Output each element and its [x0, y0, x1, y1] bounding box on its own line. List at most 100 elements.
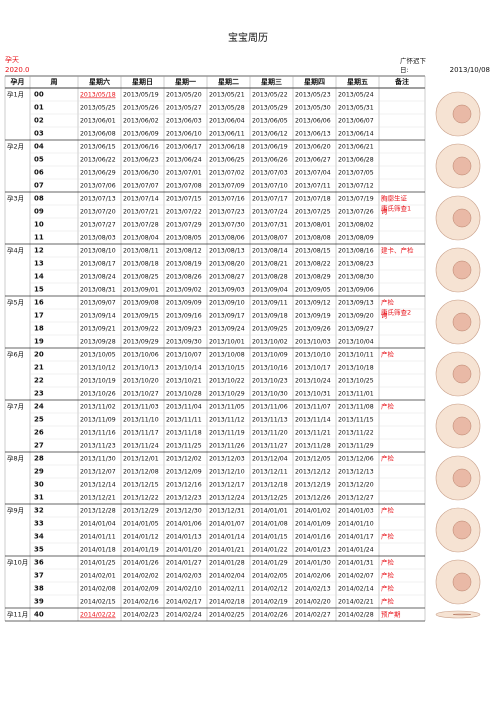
- note: 胸廓生证: [381, 194, 408, 203]
- note: 产检: [381, 584, 395, 593]
- date-cell: 2014/02/22: [80, 612, 116, 619]
- date-cell: 2013/07/23: [209, 209, 245, 216]
- date-cell: 2013/10/16: [252, 365, 288, 372]
- date-cell: 2014/02/27: [295, 612, 331, 619]
- week-number: 11: [34, 234, 44, 242]
- date-cell: 2013/12/01: [123, 456, 159, 463]
- week-number: 26: [34, 429, 44, 437]
- date-cell: 2013/08/09: [338, 235, 374, 242]
- date-cell: 2014/02/19: [252, 599, 288, 606]
- date-cell: 2014/01/02: [295, 508, 331, 515]
- date-cell: 2013/10/14: [166, 365, 202, 372]
- illustration: [452, 572, 472, 592]
- date-cell: 2013/06/03: [166, 118, 202, 125]
- date-cell: 2014/01/17: [338, 534, 374, 541]
- top-date: 2013/10/08: [450, 66, 490, 74]
- date-cell: 2013/06/04: [209, 118, 245, 125]
- date-cell: 2014/01/12: [123, 534, 159, 541]
- date-cell: 2013/11/15: [338, 417, 374, 424]
- date-cell: 2014/02/13: [295, 586, 331, 593]
- date-cell: 2013/12/06: [338, 456, 374, 463]
- top-left-value: 2020.0: [5, 66, 30, 74]
- date-cell: 2013/05/31: [338, 105, 374, 112]
- date-cell: 2013/09/14: [80, 313, 116, 320]
- date-cell: 2013/06/27: [295, 157, 331, 164]
- date-cell: 2013/12/03: [209, 456, 245, 463]
- date-cell: 2013/12/23: [166, 495, 202, 502]
- date-cell: 2013/12/18: [252, 482, 288, 489]
- date-cell: 2013/10/05: [80, 352, 116, 359]
- week-number: 14: [34, 273, 44, 281]
- date-cell: 2013/12/28: [80, 508, 116, 515]
- date-cell: 2013/06/23: [123, 157, 159, 164]
- date-cell: 2013/05/27: [166, 105, 202, 112]
- date-cell: 2013/05/19: [123, 92, 159, 99]
- date-cell: 2013/10/13: [123, 365, 159, 372]
- week-number: 09: [34, 208, 44, 216]
- date-cell: 2014/02/06: [295, 573, 331, 580]
- date-cell: 2013/10/31: [295, 391, 331, 398]
- date-cell: 2014/02/03: [166, 573, 202, 580]
- illustration: [452, 208, 472, 228]
- header-cell: 备注: [394, 77, 409, 86]
- date-cell: 2014/01/11: [80, 534, 116, 541]
- title: 宝宝周历: [228, 31, 268, 44]
- date-cell: 2013/09/01: [123, 287, 159, 294]
- date-cell: 2013/06/29: [80, 170, 116, 177]
- week-number: 28: [34, 455, 44, 463]
- date-cell: 2013/10/01: [209, 339, 245, 346]
- month-label: 孕7月: [7, 403, 24, 411]
- date-cell: 2013/06/02: [123, 118, 159, 125]
- date-cell: 2013/07/16: [209, 196, 245, 203]
- week-number: 04: [34, 143, 44, 151]
- date-cell: 2013/06/18: [209, 144, 245, 151]
- date-cell: 2013/12/05: [295, 456, 331, 463]
- week-number: 06: [34, 169, 44, 177]
- date-cell: 2014/01/16: [295, 534, 331, 541]
- month-label: 孕11月: [7, 611, 28, 619]
- date-cell: 2013/12/25: [252, 495, 288, 502]
- date-cell: 2013/12/02: [166, 456, 202, 463]
- date-cell: 2013/08/05: [166, 235, 202, 242]
- header-cell: 星期二: [218, 77, 239, 86]
- date-cell: 2013/07/06: [80, 183, 116, 190]
- date-cell: 2013/07/30: [209, 222, 245, 229]
- note: 产检: [381, 402, 395, 411]
- date-cell: 2014/01/19: [123, 547, 159, 554]
- note: 产检: [381, 558, 395, 567]
- date-cell: 2013/09/24: [209, 326, 245, 333]
- date-cell: 2013/07/27: [80, 222, 116, 229]
- date-cell: 2014/02/02: [123, 573, 159, 580]
- date-cell: 2014/01/04: [80, 521, 116, 528]
- month-label: 孕3月: [7, 195, 24, 203]
- date-cell: 2014/01/26: [123, 560, 159, 567]
- month-label: 孕6月: [7, 351, 24, 359]
- date-cell: 2013/10/10: [295, 352, 331, 359]
- date-cell: 2013/07/14: [123, 196, 159, 203]
- date-cell: 2013/11/01: [338, 391, 374, 398]
- date-cell: 2013/09/07: [80, 300, 116, 307]
- top-right-label: 广怀迟下: [400, 56, 427, 65]
- date-cell: 2013/11/29: [338, 443, 374, 450]
- date-cell: 2014/01/29: [252, 560, 288, 567]
- date-cell: 2013/08/26: [166, 274, 202, 281]
- date-cell: 2013/09/15: [123, 313, 159, 320]
- date-cell: 2013/09/29: [123, 339, 159, 346]
- date-cell: 2013/07/01: [166, 170, 202, 177]
- date-cell: 2013/10/29: [209, 391, 245, 398]
- date-cell: 2013/12/21: [80, 495, 116, 502]
- week-number: 38: [34, 585, 44, 593]
- date-cell: 2013/10/07: [166, 352, 202, 359]
- date-cell: 2013/11/22: [338, 430, 374, 437]
- date-cell: 2013/06/08: [80, 131, 116, 138]
- date-cell: 2013/09/25: [252, 326, 288, 333]
- date-cell: 2013/09/19: [295, 313, 331, 320]
- week-number: 10: [34, 221, 44, 229]
- week-number: 40: [34, 611, 44, 619]
- week-number: 16: [34, 299, 44, 307]
- date-cell: 2013/12/07: [80, 469, 116, 476]
- date-cell: 2013/09/22: [123, 326, 159, 333]
- week-number: 34: [34, 533, 44, 541]
- week-number: 36: [34, 559, 44, 567]
- date-cell: 2013/09/26: [295, 326, 331, 333]
